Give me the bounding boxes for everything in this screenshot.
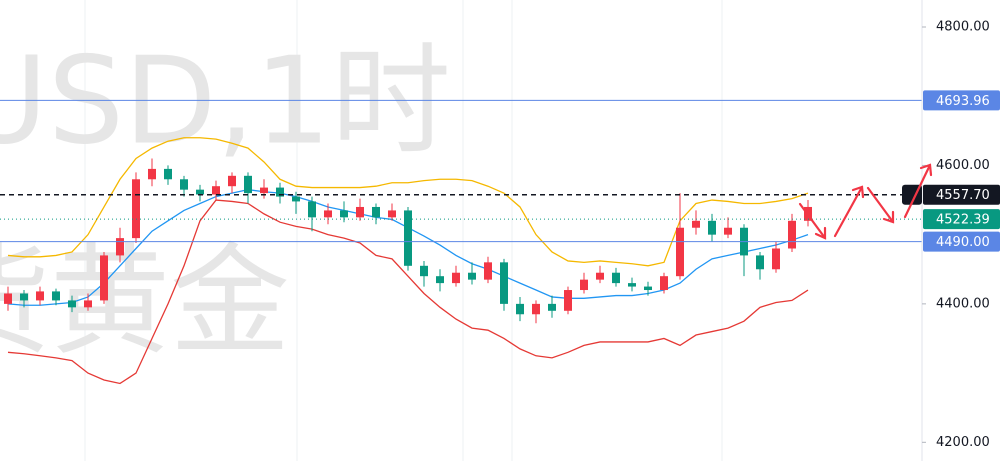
- candle-body: [468, 272, 476, 280]
- price-tag: [923, 209, 1000, 230]
- candle-body: [404, 210, 412, 266]
- price-tag: [923, 231, 1000, 252]
- price-tag-label: 4693.96: [936, 94, 990, 109]
- y-tick-label: 4600.00: [936, 158, 990, 173]
- candle-body: [692, 220, 700, 228]
- candle-body: [580, 279, 588, 291]
- y-tick-label: 4400.00: [936, 296, 990, 311]
- arrow-head: [814, 226, 827, 240]
- arrow-head: [851, 185, 865, 199]
- candle-body: [308, 201, 316, 218]
- candle-body: [36, 291, 44, 301]
- price-tag: [923, 90, 1000, 111]
- candle-body: [260, 187, 268, 194]
- candle-body: [196, 189, 204, 195]
- candle-body: [724, 227, 732, 235]
- band-line: [7, 199, 809, 385]
- price-axis: 4800.00 4600.00 4400.00 4200.00 4693.96 4557.…: [902, 19, 1000, 450]
- candle-body: [292, 196, 300, 202]
- candle-body: [452, 272, 460, 284]
- arrow: [866, 186, 895, 224]
- candle-body: [676, 227, 684, 277]
- price-tag: [923, 184, 1000, 205]
- candle-body: [516, 303, 524, 315]
- candle-body: [596, 272, 604, 280]
- candle-body: [372, 206, 380, 218]
- candle-body: [644, 286, 652, 291]
- candle-body: [708, 220, 716, 235]
- candle-body: [788, 220, 796, 249]
- arrow: [903, 163, 932, 219]
- y-tick-label: 4800.00: [936, 19, 990, 34]
- candle-body: [132, 179, 140, 239]
- candle-body: [212, 186, 220, 195]
- candle-body: [660, 276, 668, 291]
- candle-body: [52, 291, 60, 301]
- arrow: [833, 185, 864, 238]
- price-tag-label: 4490.00: [936, 235, 990, 250]
- candle-body: [84, 300, 92, 308]
- candle-body: [164, 168, 172, 180]
- time-grid: [84, 0, 723, 461]
- candle-body: [180, 179, 188, 190]
- candle-body: [628, 283, 636, 287]
- candle-body: [532, 303, 540, 315]
- band-line: [7, 137, 809, 267]
- candle-body: [356, 206, 364, 218]
- candle-body: [4, 293, 12, 304]
- candle-body: [276, 187, 284, 197]
- arrow-head: [919, 163, 933, 177]
- watermark: 货黄金: [0, 233, 290, 372]
- candle-body: [244, 175, 252, 194]
- y-tick-label: 4200.00: [936, 435, 990, 450]
- candle-body: [548, 303, 556, 311]
- candle-body: [436, 276, 444, 284]
- candle-body: [564, 290, 572, 311]
- candle-body: [324, 210, 332, 218]
- candle-body: [228, 175, 236, 187]
- candle-body: [756, 255, 764, 270]
- arrow-head: [882, 210, 895, 224]
- candle-body: [68, 300, 76, 308]
- candle-body: [388, 210, 396, 218]
- candle-body: [612, 272, 620, 284]
- candle-body: [420, 265, 428, 277]
- candle-body: [148, 168, 156, 180]
- candle-body: [340, 210, 348, 218]
- price-tag-label: 4557.70: [936, 188, 990, 203]
- plot: [0, 99, 922, 385]
- watermark: USD,1时: [0, 33, 451, 172]
- arrow: [798, 202, 827, 240]
- projection-arrows: [798, 163, 933, 240]
- candle-body: [100, 255, 108, 301]
- candle-body: [20, 293, 28, 301]
- candle-body: [772, 248, 780, 270]
- candle-body: [484, 262, 492, 280]
- candle-body: [500, 262, 508, 304]
- candle-body: [116, 238, 124, 256]
- price-tag-label: 4522.39: [936, 213, 990, 228]
